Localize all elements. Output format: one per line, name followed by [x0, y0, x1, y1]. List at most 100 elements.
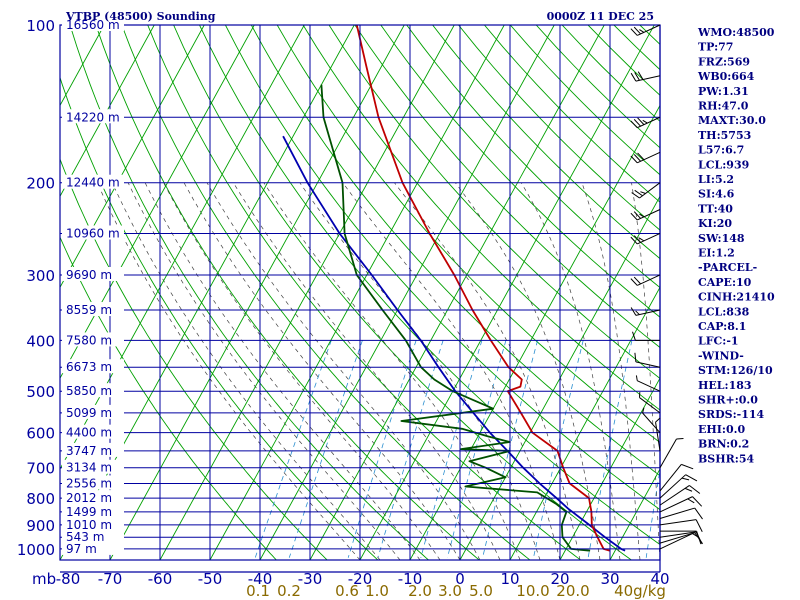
isotherm — [60, 25, 305, 471]
height-label: 5099 m — [66, 406, 112, 420]
dry-adiabat — [60, 157, 328, 560]
pressure-tick-label: 200 — [26, 175, 55, 193]
isotherm — [309, 25, 605, 560]
isotherm — [509, 286, 660, 560]
moist-adiabat — [394, 182, 581, 560]
height-label-bg — [62, 442, 124, 457]
wind-barb-staff — [659, 496, 693, 513]
wind-barb-flag — [689, 485, 701, 494]
isotherm — [459, 195, 660, 560]
wind-barb-staff — [659, 485, 690, 506]
height-label-bg — [62, 17, 124, 31]
temperature-tick-label: 10 — [500, 570, 519, 588]
height-label-bg — [62, 109, 124, 124]
wind-barb — [630, 116, 661, 129]
temperature-tick-label: -10 — [398, 570, 423, 588]
index-line: -PARCEL- — [698, 261, 757, 274]
mixing-ratio-line — [288, 340, 363, 558]
index-line: CAPE:10 — [698, 276, 752, 289]
mixing-ratio-line — [587, 340, 633, 558]
index-line: BRN:0.2 — [698, 438, 749, 451]
height-label-bg — [62, 302, 124, 317]
height-label: 3134 m — [66, 461, 112, 475]
wind-barb-staff — [659, 464, 682, 492]
wind-barb-staff — [637, 274, 661, 286]
temperature-tick-label: -70 — [98, 570, 123, 588]
wind-barb-staff — [637, 209, 661, 221]
height-label: 8559 m — [66, 303, 112, 317]
wind-barb-flag — [631, 192, 640, 199]
dry-adiabat — [380, 25, 660, 318]
wind-barb-flag — [630, 72, 637, 82]
wind-barb-staff — [655, 422, 661, 451]
dewpoint-trace — [320, 84, 591, 552]
pressure-tick-label: 700 — [26, 460, 55, 478]
parcel-trace — [282, 135, 626, 552]
wind-barb — [659, 463, 694, 492]
wind-barb-flag — [630, 212, 638, 221]
moist-adiabat — [127, 182, 401, 560]
wind-barb-flag — [640, 191, 646, 194]
isotherm — [359, 25, 655, 560]
height-label: 10960 m — [66, 226, 120, 240]
wind-barb-flag — [692, 496, 703, 507]
mixing-ratio-tick-label: 3.0 — [438, 582, 462, 600]
index-line: SRDS:-114 — [698, 408, 765, 421]
mixing-ratio-line — [645, 467, 660, 558]
height-label: 9690 m — [66, 268, 112, 282]
wind-barb — [632, 331, 660, 341]
height-label-bg — [62, 516, 124, 531]
wind-barb-staff — [659, 519, 697, 526]
pressure-tick-label: 600 — [26, 425, 55, 443]
pressure-tick-label: 800 — [26, 490, 55, 508]
wind-barb-flag — [633, 26, 641, 35]
wind-barb-flag — [630, 28, 638, 36]
isotherm — [60, 25, 205, 289]
dry-adiabat — [795, 25, 800, 560]
isotherm — [609, 468, 660, 560]
dry-adiabat — [225, 25, 660, 511]
wind-barb-flag — [639, 237, 645, 242]
dry-adiabat — [302, 25, 660, 411]
isotherm — [109, 25, 405, 560]
index-line: BSHR:54 — [698, 452, 754, 465]
wind-barb-flag — [687, 498, 695, 504]
wind-barb-staff — [635, 309, 661, 316]
wind-barb-flag — [637, 71, 644, 80]
dry-adiabat — [406, 25, 660, 289]
wind-barb-staff — [637, 116, 661, 129]
wind-barb-staff — [659, 532, 695, 544]
wind-barb — [630, 24, 661, 36]
index-line: L57:6.7 — [698, 144, 744, 157]
pressure-unit-label: mb — [32, 570, 56, 588]
chart-time: 0000Z 11 DEC 25 — [547, 10, 654, 23]
index-line: EI:1.2 — [698, 247, 735, 260]
wind-barb — [655, 417, 661, 451]
isotherm — [159, 25, 455, 560]
index-line: LFC:-1 — [698, 335, 739, 348]
wind-barb-flag — [639, 213, 645, 218]
wind-barb — [659, 474, 698, 499]
height-label: 12440 m — [66, 176, 120, 190]
dry-adiabat — [60, 76, 379, 560]
wind-barb-staff — [637, 233, 661, 245]
index-line: WMO:48500 — [697, 26, 775, 39]
moist-adiabat — [299, 182, 541, 560]
wind-barb — [630, 307, 661, 316]
wind-barb-staff — [659, 438, 677, 468]
wind-barb-staff — [639, 182, 661, 199]
wind-barb — [635, 375, 661, 392]
height-label-bg — [62, 503, 124, 518]
index-line: SHR+:0.0 — [698, 394, 758, 407]
mixing-ratio-tick-label: 5.0 — [469, 582, 493, 600]
moist-adiabat — [581, 182, 641, 560]
mixing-ratio-tick-label: 10.0 — [516, 582, 549, 600]
mixing-ratio-line — [533, 340, 584, 558]
wind-barb — [634, 352, 661, 368]
mixing-ratio-line — [347, 340, 417, 558]
mixing-ratio-tick-label: 0.2 — [277, 582, 301, 600]
wind-barb — [639, 392, 661, 414]
mixing-ratio-line — [254, 340, 332, 558]
temperature-tick-label: -20 — [348, 570, 373, 588]
wind-barb — [630, 209, 661, 221]
